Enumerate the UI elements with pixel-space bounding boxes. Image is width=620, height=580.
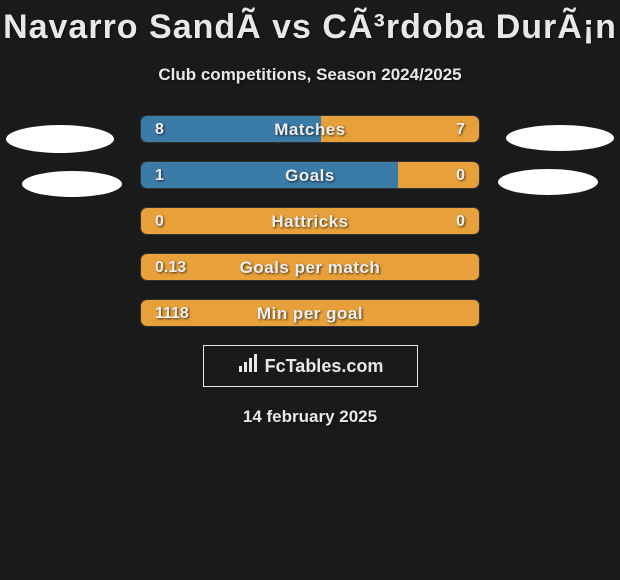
- stat-row: 1118Min per goal: [140, 299, 480, 327]
- stats-container: 8Matches71Goals00Hattricks00.13Goals per…: [0, 115, 620, 327]
- brand-box[interactable]: FcTables.com: [203, 345, 418, 387]
- player-right-ellipse-1: [506, 125, 614, 151]
- stat-row: 0Hattricks0: [140, 207, 480, 235]
- stat-label: Goals per match: [141, 254, 479, 281]
- stat-row: 0.13Goals per match: [140, 253, 480, 281]
- player-right-ellipse-2: [498, 169, 598, 195]
- stat-value-right: 0: [456, 208, 465, 235]
- brand-text: FcTables.com: [265, 356, 384, 377]
- chart-icon: [237, 354, 259, 379]
- stat-label: Matches: [141, 116, 479, 143]
- page-title: Navarro SandÃ vs CÃ³rdoba DurÃ¡n: [0, 0, 620, 47]
- stat-label: Hattricks: [141, 208, 479, 235]
- stat-row: 1Goals0: [140, 161, 480, 189]
- player-left-ellipse-2: [22, 171, 122, 197]
- stat-label: Min per goal: [141, 300, 479, 327]
- stat-value-right: 0: [456, 162, 465, 189]
- stat-row: 8Matches7: [140, 115, 480, 143]
- stat-label: Goals: [141, 162, 479, 189]
- player-left-ellipse-1: [6, 125, 114, 153]
- subtitle: Club competitions, Season 2024/2025: [0, 65, 620, 85]
- date-text: 14 february 2025: [0, 407, 620, 427]
- stat-value-right: 7: [456, 116, 465, 143]
